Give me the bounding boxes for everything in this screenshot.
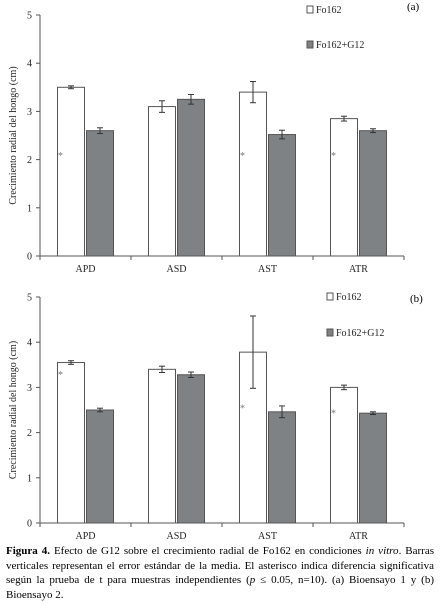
caption-text-2: . Barras verticales representan el error… xyxy=(6,545,434,586)
legend-label: Fo162 xyxy=(336,292,362,303)
legend-swatch xyxy=(306,5,314,14)
panel-label-a: (a) xyxy=(407,1,420,13)
x-category-label: ATR xyxy=(349,531,368,542)
x-category-label: ATR xyxy=(349,264,368,275)
caption-italic-1: in vitro xyxy=(365,545,399,557)
bar-fo162-apd xyxy=(57,362,85,524)
significance-asterisk: * xyxy=(58,370,63,381)
bar-fo162-g12-atr xyxy=(359,412,387,524)
significance-asterisk: * xyxy=(331,408,336,419)
caption-text-1: Efecto de G12 sobre el crecimiento radia… xyxy=(49,545,366,557)
chart-panel-b: 0 1 2 3 4 5 Crecimiento radial del hongo (cm) A… xyxy=(0,288,441,542)
y-tick-label: 2 xyxy=(27,428,32,439)
y-tick-label: 5 xyxy=(27,293,32,304)
panel-label-b: (b) xyxy=(410,293,423,305)
significance-asterisk: * xyxy=(240,404,245,415)
caption-italic-2: p xyxy=(249,574,256,586)
y-axis-title: Crecimiento radial del hongo (cm) xyxy=(8,66,19,204)
x-category-label: APD xyxy=(75,264,95,275)
x-category-label: ASD xyxy=(166,531,186,542)
legend-swatch xyxy=(326,292,334,301)
y-tick-label: 3 xyxy=(27,107,32,118)
y-tick-label: 2 xyxy=(27,155,32,166)
bar-fo162-g12-ast xyxy=(268,134,296,257)
chart-panel-a: 0 1 2 3 4 5 Crecimiento radial del hongo (cm) A… xyxy=(0,0,441,286)
significance-asterisk: * xyxy=(240,151,245,162)
significance-asterisk: * xyxy=(58,151,63,162)
y-tick-label: 4 xyxy=(27,59,32,70)
y-tick-label: 4 xyxy=(27,338,32,349)
bar-fo162-g12-asd xyxy=(177,98,205,257)
bar-fo162-g12-apd xyxy=(86,409,114,524)
bar-fo162-asd xyxy=(148,106,176,257)
bar-fo162-apd xyxy=(57,86,85,257)
bar-fo162-atr xyxy=(330,118,358,257)
legend-label: Fo162 xyxy=(316,5,342,16)
bar-fo162-ast xyxy=(239,91,267,257)
legend-label: Fo162+G12 xyxy=(336,328,384,339)
y-tick-label: 5 xyxy=(27,11,32,22)
y-tick-label: 3 xyxy=(27,383,32,394)
bar-fo162-g12-ast xyxy=(268,411,296,524)
bar-fo162-g12-apd xyxy=(86,130,114,257)
y-tick-label: 0 xyxy=(27,519,32,530)
figure-caption: Figura 4. Efecto de G12 sobre el crecimi… xyxy=(6,544,434,602)
legend-label: Fo162+G12 xyxy=(316,40,364,51)
bar-fo162-g12-atr xyxy=(359,130,387,257)
x-category-label: ASD xyxy=(166,264,186,275)
legend-swatch xyxy=(326,328,334,337)
x-category-label: APD xyxy=(75,531,95,542)
x-category-label: AST xyxy=(258,264,277,275)
x-category-label: AST xyxy=(258,531,277,542)
legend-swatch xyxy=(306,40,314,49)
y-tick-label: 1 xyxy=(27,473,32,484)
significance-asterisk: * xyxy=(331,151,336,162)
bar-fo162-atr xyxy=(330,386,358,524)
bar-chart-a: 0 1 2 3 4 5 Crecimiento radial del hongo (cm) A… xyxy=(8,5,405,275)
caption-label: Figura 4. xyxy=(6,545,50,557)
bar-chart-b: 0 1 2 3 4 5 Crecimiento radial del hongo (cm) A… xyxy=(8,292,405,542)
bar-fo162-asd xyxy=(148,368,176,524)
y-tick-label: 1 xyxy=(27,203,32,214)
y-tick-label: 0 xyxy=(27,252,32,263)
caption-text-3: ≤ 0.05, n=10). (a) Bioensayo 1 y (b) Bio… xyxy=(6,574,434,601)
bar-fo162-g12-asd xyxy=(177,374,205,524)
y-axis-title: Crecimiento radial del hongo (cm) xyxy=(8,341,19,479)
